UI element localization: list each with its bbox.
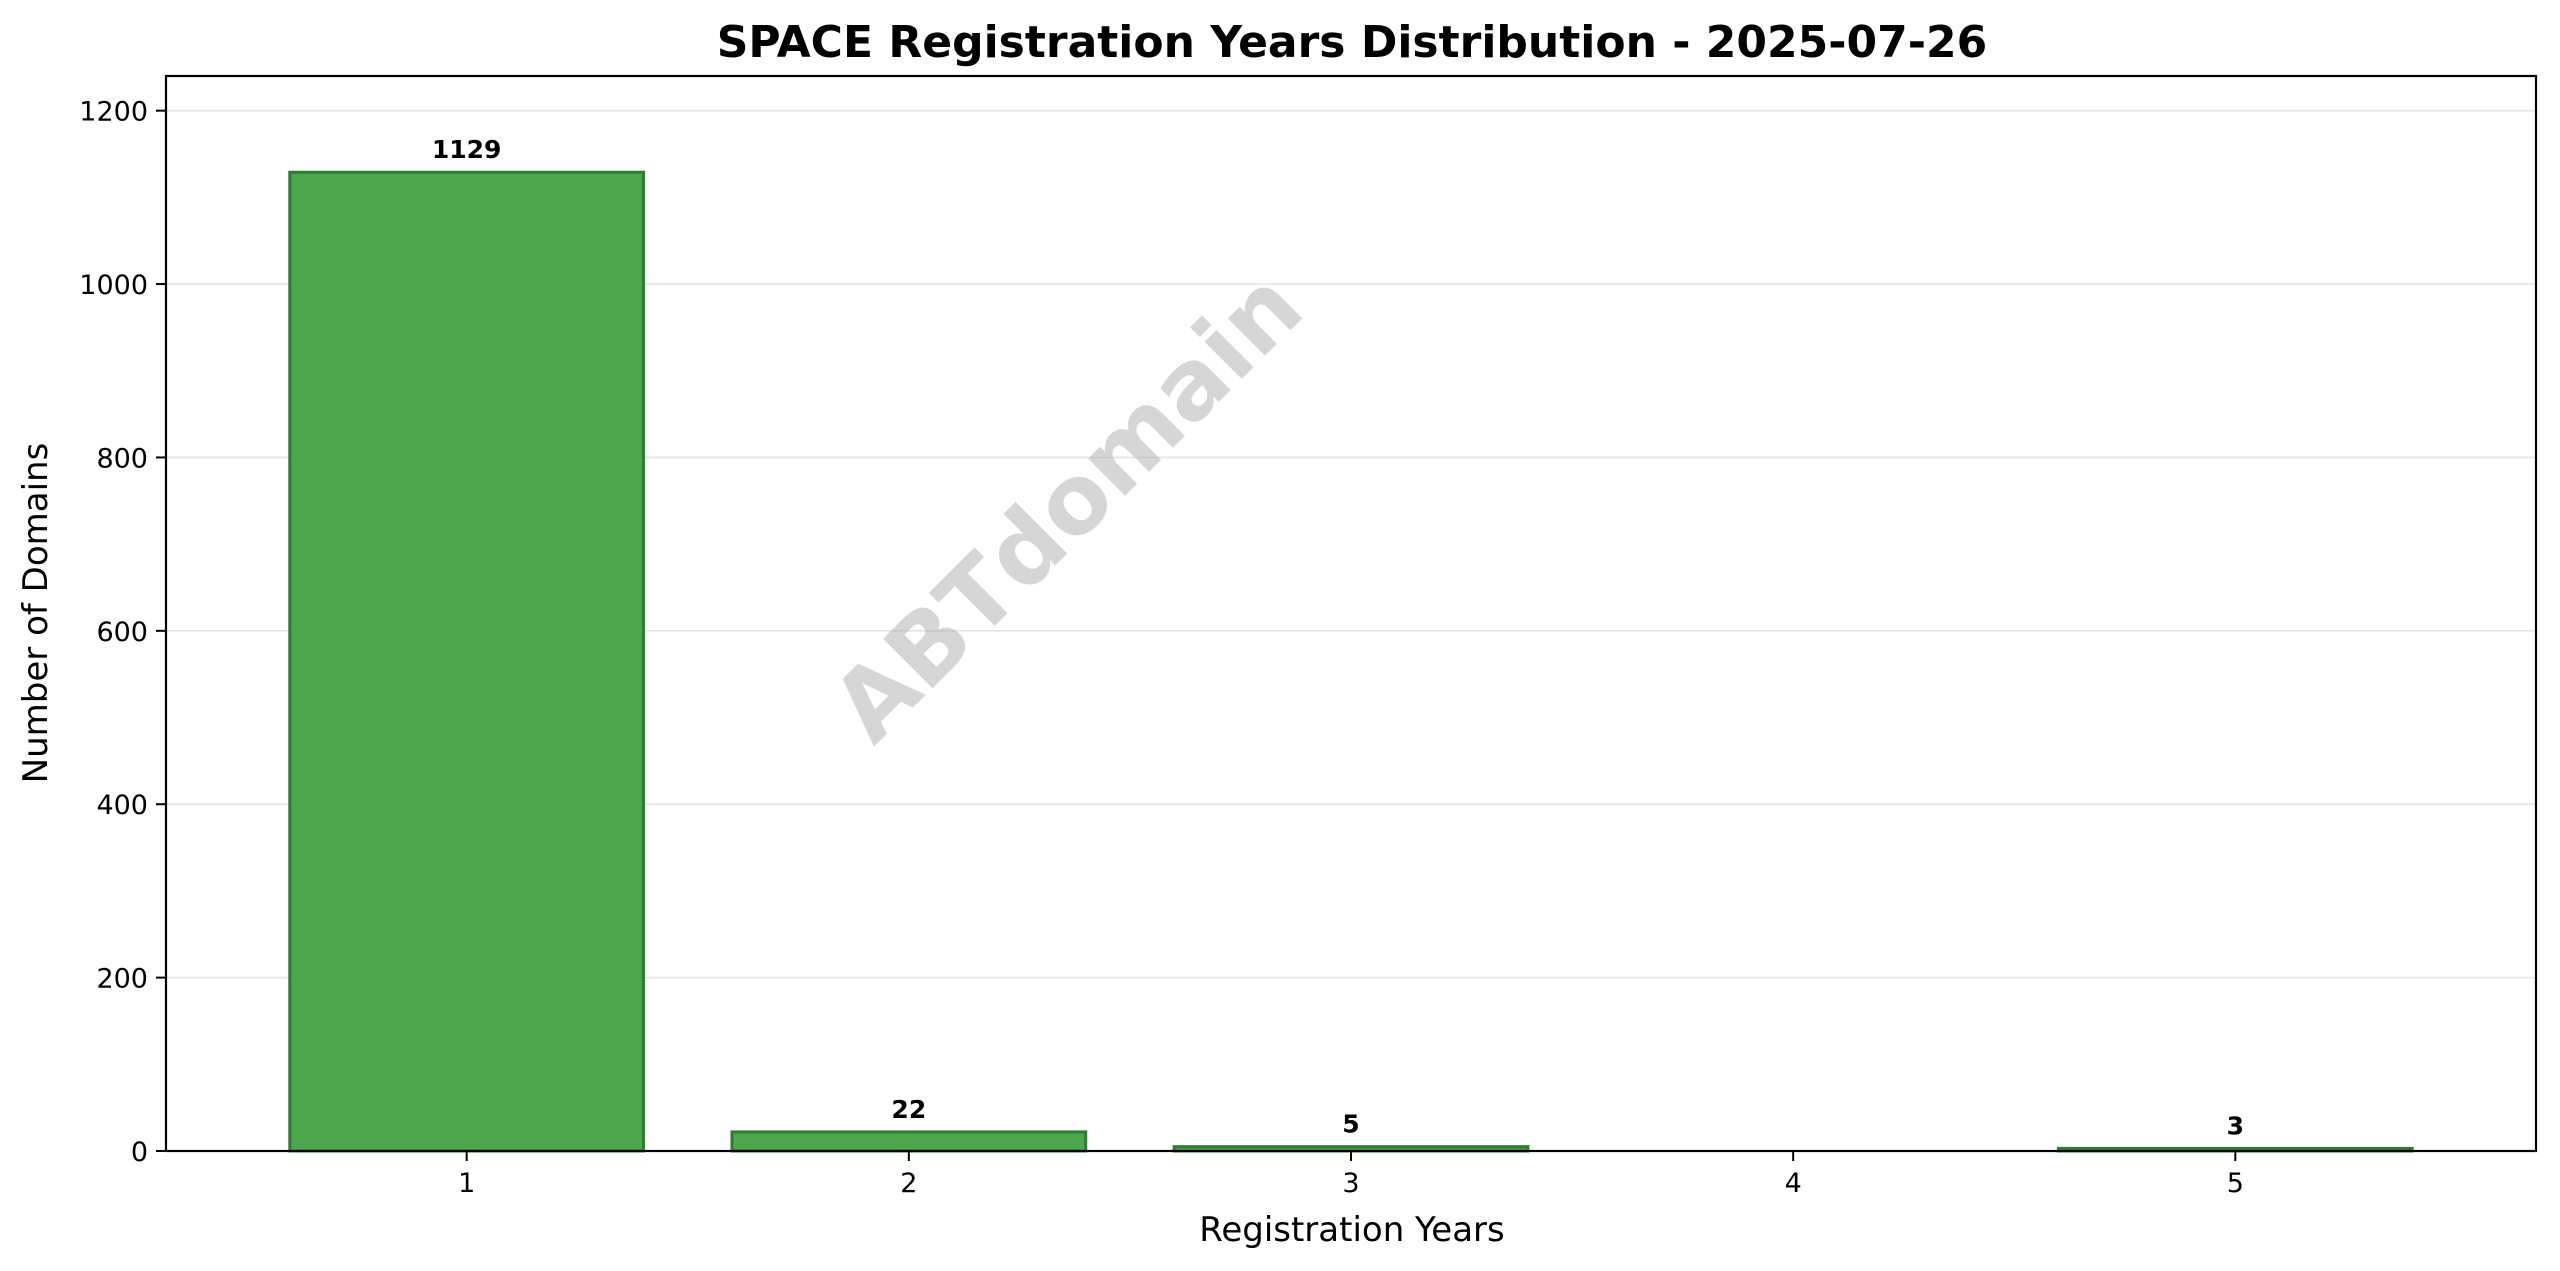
y-tick-label: 200 [96,964,148,995]
y-tick-label: 1000 [79,270,148,301]
x-axis-ticks: 1 2 3 4 5 [458,1151,2244,1199]
x-axis-label: Registration Years [1199,1210,1505,1250]
x-tick-label: 3 [1342,1168,1359,1199]
watermark-text: ABTdomain [811,250,1324,763]
x-tick-label: 4 [1785,1168,1802,1199]
bar [730,1130,1088,1153]
x-tick-label: 1 [458,1168,475,1199]
bar-value-label: 3 [2227,1111,2244,1140]
watermark: ABTdomain [811,250,1324,763]
y-tick-label: 800 [96,443,148,474]
y-axis-ticks: 0 200 400 600 800 1000 1200 [79,97,166,1168]
y-tick-label: 600 [96,617,148,648]
x-tick-label: 2 [900,1168,917,1199]
y-tick-label: 1200 [79,97,148,128]
bar [288,170,646,1153]
x-tick-label: 5 [2227,1168,2244,1199]
y-tick-label: 400 [96,790,148,821]
bar-value-label: 22 [891,1095,926,1124]
data-labels: 1129 22 5 3 [432,135,2244,1140]
y-axis-label: Number of Domains [16,443,56,784]
bars [288,170,2414,1153]
chart-title: SPACE Registration Years Distribution - … [717,17,1988,68]
bar-value-label: 5 [1342,1110,1359,1139]
y-tick-label: 0 [131,1137,148,1168]
bar-value-label: 1129 [432,135,502,164]
